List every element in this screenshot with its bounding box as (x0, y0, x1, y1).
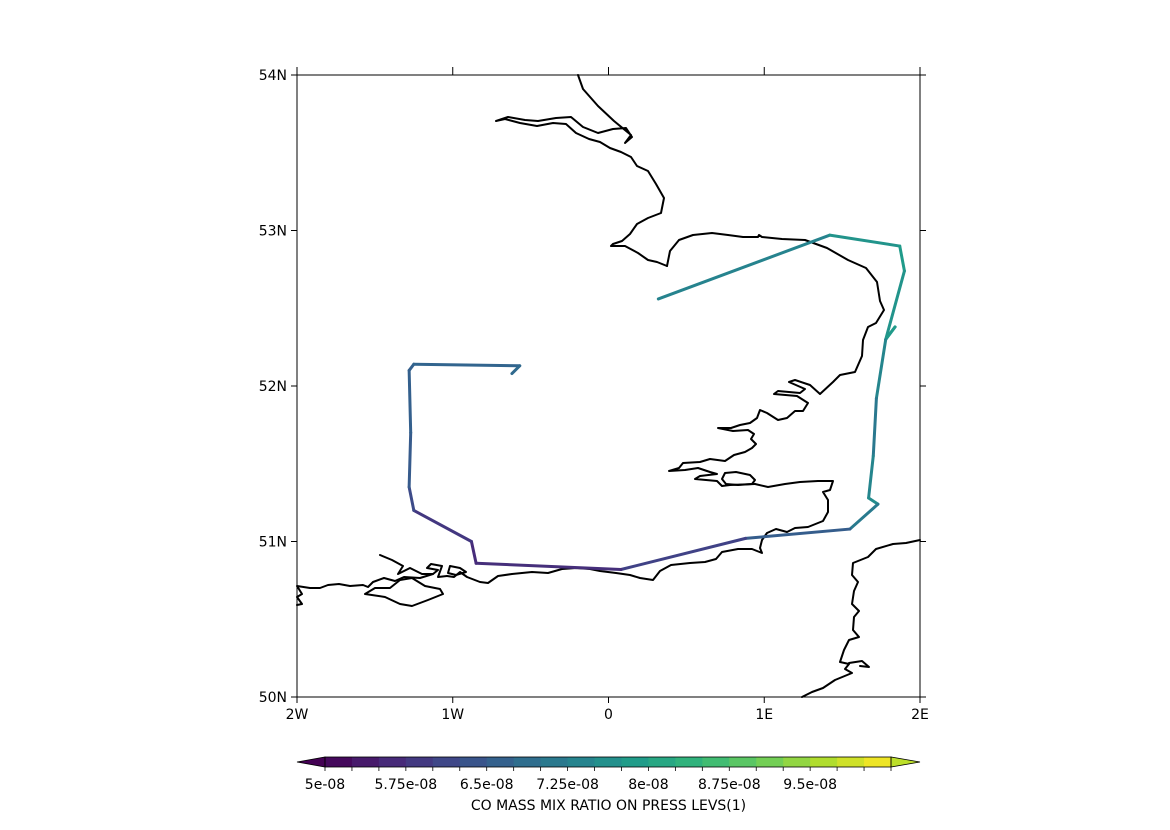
x-tick-label-0: 2W (286, 707, 309, 723)
flight-track-segment-18 (407, 368, 413, 435)
colorbar-label-4: 8e-08 (628, 777, 668, 793)
flight-track-segment-5 (884, 325, 897, 341)
colorbar-extend-low (296, 756, 326, 768)
flight-track-segment-16 (407, 485, 416, 512)
colorbar-swatch-0 (325, 757, 353, 767)
colorbar-label-2: 6.5e-08 (460, 777, 514, 793)
colorbar-swatch-5 (459, 757, 488, 767)
colorbar-title: CO MASS MIX RATIO ON PRESS LEVS(1) (471, 798, 746, 814)
colorbar-swatch-6 (486, 757, 515, 767)
flight-track-segment-11 (744, 527, 852, 540)
flight-track-segment-3 (884, 269, 906, 341)
colorbar-swatch-10 (594, 757, 622, 767)
coastline-east-anglia (666, 232, 885, 487)
x-tick-label-4: 2E (911, 707, 929, 723)
flight-track-segment-0 (656, 233, 832, 301)
flight-track-segment-15 (412, 508, 473, 543)
flight-track-segment-8 (867, 454, 875, 500)
y-tick-label-0: 50N (259, 690, 287, 706)
colorbar-label-3: 7.25e-08 (536, 777, 599, 793)
flight-track-segment-1 (828, 233, 902, 248)
colorbar-label-1: 5.75e-08 (375, 777, 438, 793)
colorbar-swatch-2 (378, 757, 407, 767)
colorbar-label-0: 5e-08 (305, 777, 345, 793)
colorbar-swatch-20 (864, 757, 892, 767)
flight-track-segment-9 (867, 496, 880, 506)
y-tick-label-4: 54N (259, 68, 287, 84)
flight-track-segment-2 (898, 244, 906, 273)
flight-track-segment-12 (619, 536, 748, 571)
flight-track-segment-6 (874, 337, 888, 400)
flight-track-segment-14 (469, 540, 478, 565)
colorbar-swatch-19 (837, 757, 865, 767)
colorbar-frame (324, 756, 892, 768)
coastline-thames-island (721, 471, 756, 486)
coastline-france-estuary (848, 660, 870, 668)
colorbar-swatch-7 (513, 757, 542, 767)
colorbar-label-5: 8.75e-08 (698, 777, 761, 793)
coastline-layer (296, 74, 921, 698)
colorbar-swatch-9 (567, 757, 596, 767)
colorbar-swatch-4 (432, 757, 461, 767)
y-tick-label-3: 53N (259, 224, 287, 240)
plot-frame (296, 74, 921, 698)
colorbar-swatch-3 (405, 757, 434, 767)
coastline-solent (379, 554, 434, 575)
flight-track-segment-13 (474, 561, 623, 571)
y-tick-label-1: 51N (259, 535, 287, 551)
colorbar-swatch-12 (648, 757, 676, 767)
colorbar: 5e-08 5.75e-08 6.5e-08 7.25e-08 8e-08 8.75e-0… (296, 756, 921, 793)
colorbar-swatch-16 (756, 757, 784, 767)
flight-track-segment-7 (871, 396, 878, 458)
coastline-northeast (495, 74, 668, 267)
colorbar-swatch-8 (540, 757, 569, 767)
colorbar-swatch-18 (810, 757, 838, 767)
colorbar-swatch-15 (729, 757, 757, 767)
coastline-isle-of-wight (364, 577, 444, 607)
coastline-kent (446, 480, 834, 584)
colorbar-swatch-1 (351, 757, 380, 767)
colorbar-swatch-11 (621, 757, 649, 767)
flight-track-segment-10 (848, 502, 880, 531)
y-tick-label-2: 52N (259, 379, 287, 395)
colorbar-swatch-17 (783, 757, 811, 767)
coastline-hayling (447, 565, 467, 576)
coastline-south (296, 563, 448, 606)
flight-track-segment-20 (412, 362, 522, 368)
axis-ticks: 2W 1W 0 1E 2E 50N 51N 52N 53N 54N (259, 67, 929, 723)
x-tick-label-3: 1E (755, 707, 773, 723)
coastline-france (801, 539, 921, 698)
colorbar-label-6: 9.5e-08 (783, 777, 837, 793)
colorbar-swatch-14 (702, 757, 730, 767)
colorbar-swatch-13 (675, 757, 703, 767)
flight-track-segment-17 (407, 431, 413, 489)
flight-track-layer (407, 233, 906, 571)
x-tick-label-1: 1W (441, 707, 464, 723)
x-tick-label-2: 0 (604, 707, 613, 723)
colorbar-extend-high (890, 756, 921, 768)
flight-track-segment-21 (510, 364, 522, 376)
